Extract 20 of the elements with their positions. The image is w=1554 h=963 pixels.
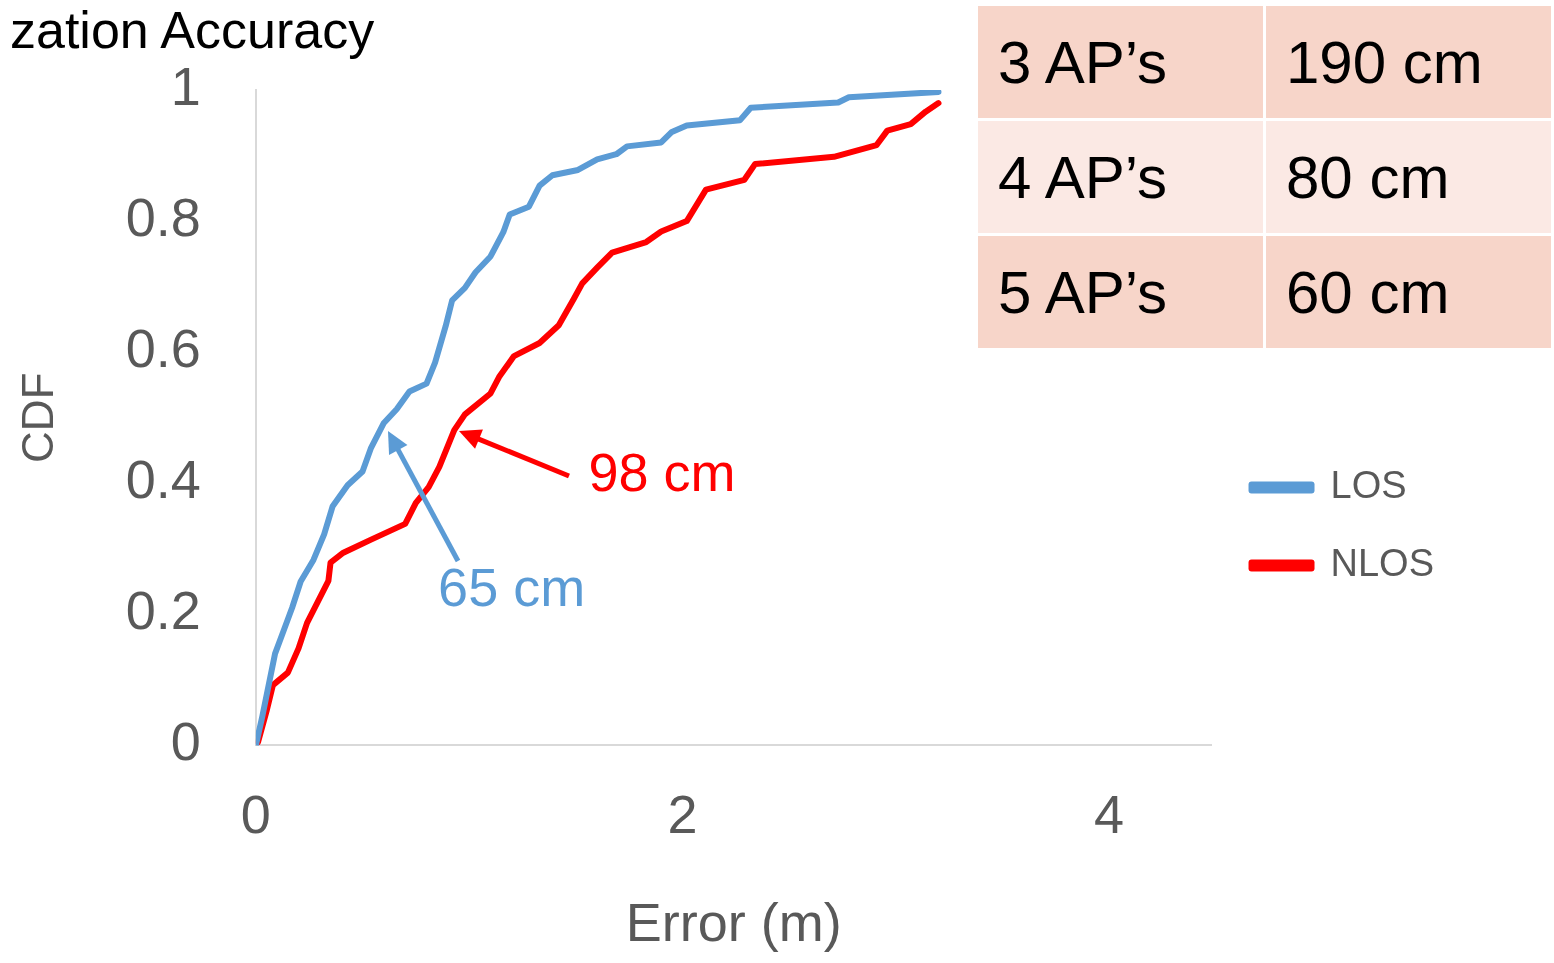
annotation: 4 AP’s bbox=[976, 119, 1265, 235]
annotation: 98 cm bbox=[588, 441, 736, 502]
y-tick-label: 0.4 bbox=[125, 449, 201, 510]
y-axis-title: CDF bbox=[12, 372, 62, 463]
annotation: 3 AP’s bbox=[976, 4, 1265, 120]
annotation: 5 AP’s bbox=[976, 234, 1265, 350]
text: 80 cm bbox=[1264, 119, 1553, 235]
y-tick-label: 0.2 bbox=[125, 580, 201, 641]
annotation: 65 cm bbox=[438, 556, 586, 617]
y-tick-label: 0 bbox=[170, 711, 201, 772]
y-tick-label: 0.6 bbox=[125, 318, 201, 379]
x-axis-title: Error (m) bbox=[625, 892, 842, 953]
x-tick-label: 0 bbox=[240, 783, 271, 844]
legend-label: LOS bbox=[1330, 463, 1407, 506]
y-tick-label: 0.8 bbox=[125, 186, 201, 247]
x-tick-label: 2 bbox=[667, 783, 698, 844]
legend-label: NLOS bbox=[1330, 541, 1434, 584]
text: 60 cm bbox=[1264, 234, 1553, 350]
text: 190 cm bbox=[1264, 4, 1553, 120]
x-tick-label: 4 bbox=[1094, 783, 1125, 844]
